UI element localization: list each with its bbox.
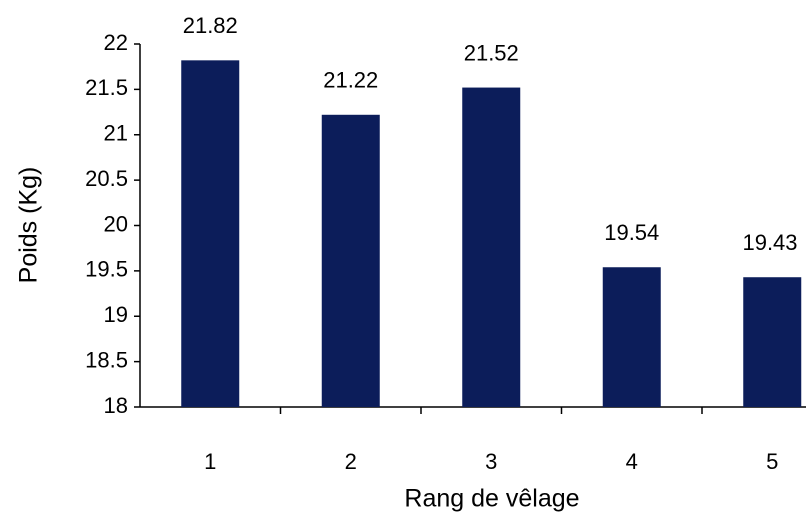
data-label: 19.43 — [742, 230, 797, 255]
y-tick-label: 21.5 — [85, 75, 128, 100]
data-label: 21.52 — [464, 40, 519, 65]
y-tick-label: 20 — [104, 211, 128, 236]
y-tick-label: 18 — [104, 393, 128, 418]
y-axis-label: Poids (Kg) — [15, 167, 43, 284]
x-axis-label: Rang de vêlage — [404, 485, 579, 513]
bar — [321, 114, 380, 407]
bar — [462, 87, 521, 407]
x-tick-label: 1 — [204, 449, 216, 474]
y-tick-label: 20.5 — [85, 166, 128, 191]
x-tick-label: 5 — [766, 449, 778, 474]
y-tick-label: 22 — [104, 30, 128, 55]
y-tick-label: 18.5 — [85, 347, 128, 372]
y-tick-label: 19.5 — [85, 257, 128, 282]
x-tick-label: 2 — [345, 449, 357, 474]
bar — [602, 267, 661, 407]
y-tick-label: 21 — [104, 121, 128, 146]
x-tick-label: 3 — [485, 449, 497, 474]
y-tick-label: 19 — [104, 302, 128, 327]
data-label: 21.22 — [323, 68, 378, 93]
x-tick-label: 4 — [626, 449, 638, 474]
data-label: 21.82 — [183, 13, 238, 38]
data-label: 19.54 — [604, 220, 659, 245]
bar — [743, 277, 802, 407]
bar — [181, 60, 240, 408]
